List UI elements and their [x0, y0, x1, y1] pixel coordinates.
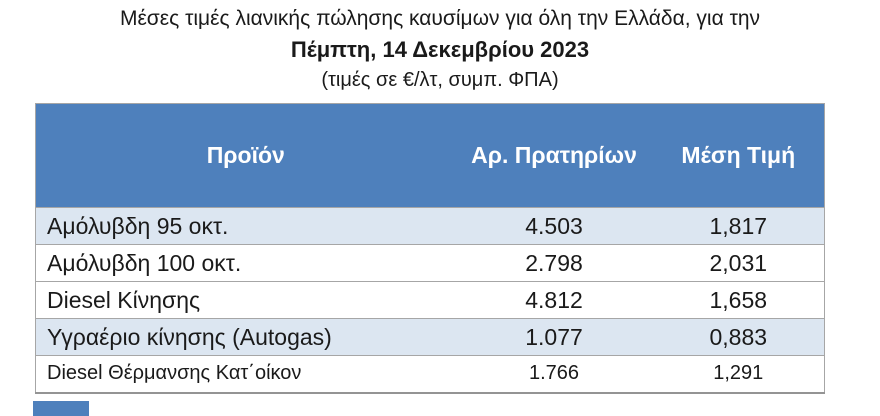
bulletin-units-note: (τιμές σε €/λτ, συμπ. ΦΠΑ) — [321, 69, 559, 91]
bulletin-date: Πέμπτη, 14 Δεκεμβρίου 2023 — [290, 37, 590, 62]
price-cell: 0,883 — [652, 318, 825, 356]
product-cell: Diesel Κίνησης — [35, 281, 456, 319]
product-cell: Αμόλυβδη 100 οκτ. — [35, 244, 456, 282]
column-header-product: Προϊόν — [35, 103, 456, 208]
fuel-price-table: Προϊόν Αρ. Πρατηρίων Μέση Τιμή Αμόλυβδη … — [35, 103, 825, 394]
table-row-heating-diesel: Diesel Θέρμανσης Κατ΄οίκον 1.766 1,291 — [35, 355, 825, 394]
product-cell: Diesel Θέρμανσης Κατ΄οίκον — [35, 355, 456, 394]
table-row-autogas: Υγραέριο κίνησης (Autogas) 1.077 0,883 — [35, 318, 825, 356]
price-cell: 1,291 — [652, 355, 825, 394]
table-row-unleaded-100: Αμόλυβδη 100 οκτ. 2.798 2,031 — [35, 244, 825, 282]
price-cell: 1,658 — [652, 281, 825, 319]
title-block: Μέσες τιμές λιανικής πώλησης καυσίμων γι… — [0, 6, 880, 93]
next-table-header-fragment — [33, 401, 89, 416]
stations-cell: 1.766 — [455, 355, 653, 394]
table-row-unleaded-95: Αμόλυβδη 95 οκτ. 4.503 1,817 — [35, 207, 825, 245]
stations-cell: 2.798 — [455, 244, 653, 282]
stations-cell: 4.812 — [455, 281, 653, 319]
bulletin-title: Μέσες τιμές λιανικής πώλησης καυσίμων γι… — [119, 7, 761, 30]
stations-cell: 1.077 — [455, 318, 653, 356]
column-header-stations-count: Αρ. Πρατηρίων — [455, 103, 653, 208]
product-cell: Υγραέριο κίνησης (Autogas) — [35, 318, 456, 356]
stations-cell: 4.503 — [455, 207, 653, 245]
column-header-average-price: Μέση Τιμή — [652, 103, 825, 208]
table-header-row: Προϊόν Αρ. Πρατηρίων Μέση Τιμή — [35, 103, 825, 208]
table-row-diesel-auto: Diesel Κίνησης 4.812 1,658 — [35, 281, 825, 319]
price-cell: 1,817 — [652, 207, 825, 245]
price-cell: 2,031 — [652, 244, 825, 282]
product-cell: Αμόλυβδη 95 οκτ. — [35, 207, 456, 245]
